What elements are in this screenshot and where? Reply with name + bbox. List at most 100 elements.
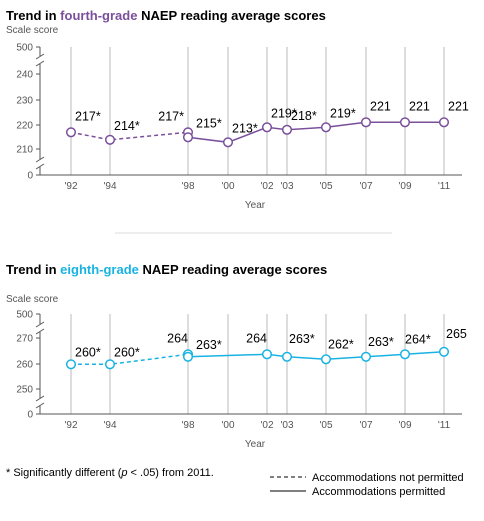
x-tick-label: '02 xyxy=(260,420,273,431)
x-tick-label: '07 xyxy=(359,181,372,192)
x-tick-label: '09 xyxy=(398,181,411,192)
data-point xyxy=(320,354,332,365)
x-axis-label: Year xyxy=(245,439,266,450)
x-tick-label: '02 xyxy=(260,181,273,192)
data-label: 263* xyxy=(368,335,394,349)
x-tick-label: '05 xyxy=(319,420,332,431)
x-tick-label: '94 xyxy=(103,420,116,431)
x-tick-label: '03 xyxy=(280,420,293,431)
data-point xyxy=(360,117,372,128)
axis-break-mark xyxy=(35,60,45,67)
chart-title-prefix: Trend in xyxy=(6,262,60,277)
y-tick-label: 220 xyxy=(16,121,33,132)
data-label: 218* xyxy=(291,109,317,123)
axis-break-mark xyxy=(35,321,45,328)
x-tick-label: '03 xyxy=(280,181,293,192)
chart-title: Trend in fourth-grade NAEP reading avera… xyxy=(6,8,326,23)
data-point xyxy=(182,351,194,362)
data-label: 217* xyxy=(75,109,101,123)
y-tick-label: 230 xyxy=(16,96,33,107)
x-tick-label: '92 xyxy=(64,420,77,431)
data-point xyxy=(222,137,234,148)
data-label: 264* xyxy=(405,332,431,346)
y-tick-label: 500 xyxy=(16,43,33,54)
data-label: 263* xyxy=(289,332,315,346)
x-tick-label: '00 xyxy=(221,420,234,431)
x-axis-label: Year xyxy=(245,200,266,211)
eighth-grade-chart: Trend in eighth-grade NAEP reading avera… xyxy=(6,262,467,450)
axis-break-mark xyxy=(35,395,45,402)
data-point xyxy=(104,359,116,370)
legend-solid-label: Accommodations permitted xyxy=(312,486,445,498)
y-tick-label: 210 xyxy=(16,145,33,156)
data-label: 219* xyxy=(271,106,297,120)
y-tick-label: 250 xyxy=(16,385,33,396)
legend-dashed-label: Accommodations not permitted xyxy=(312,472,464,484)
y-tick-label: 260 xyxy=(16,360,33,371)
axis-break-mark xyxy=(35,53,45,60)
data-label: 262* xyxy=(328,337,354,351)
axis-break-mark xyxy=(35,163,45,170)
data-label: 260* xyxy=(75,345,101,359)
data-point xyxy=(182,132,194,143)
y-tick-label: 240 xyxy=(16,70,33,81)
x-tick-label: '07 xyxy=(359,420,372,431)
y-tick-label: 500 xyxy=(16,310,33,321)
series-line-dashed xyxy=(70,131,189,141)
data-label: 264 xyxy=(167,331,188,345)
axis-break-mark xyxy=(35,402,45,409)
y-tick-label: 0 xyxy=(27,171,33,182)
x-tick-label: '05 xyxy=(319,181,332,192)
data-point xyxy=(438,117,450,128)
data-label: 264 xyxy=(246,331,267,345)
data-point xyxy=(360,351,372,362)
x-tick-label: '11 xyxy=(438,420,451,431)
chart-title-grade: fourth-grade xyxy=(60,8,137,23)
data-label: 263* xyxy=(196,338,222,352)
chart-title-suffix: NAEP reading average scores xyxy=(139,262,327,277)
y-axis-label: Scale score xyxy=(6,294,59,305)
x-tick-label: '92 xyxy=(64,181,77,192)
data-point xyxy=(65,359,77,370)
legend: Accommodations not permitted Accommodati… xyxy=(270,472,464,498)
x-tick-label: '98 xyxy=(181,181,194,192)
data-label: 221 xyxy=(448,99,469,113)
chart-title-suffix: NAEP reading average scores xyxy=(137,8,325,23)
x-tick-label: '94 xyxy=(103,181,116,192)
chart-title: Trend in eighth-grade NAEP reading avera… xyxy=(6,262,327,277)
data-point xyxy=(281,124,293,135)
data-label: 265 xyxy=(446,327,467,341)
chart-title-prefix: Trend in xyxy=(6,8,60,23)
data-point xyxy=(399,117,411,128)
data-point xyxy=(261,122,273,133)
data-label: 217* xyxy=(158,109,184,123)
x-tick-label: '09 xyxy=(398,420,411,431)
data-point xyxy=(65,127,77,138)
data-label: 221 xyxy=(370,99,391,113)
chart-title-grade: eighth-grade xyxy=(60,262,139,277)
axis-break-mark xyxy=(35,156,45,163)
y-tick-label: 270 xyxy=(16,334,33,345)
data-label: 213* xyxy=(232,121,258,135)
x-tick-label: '98 xyxy=(181,420,194,431)
footnote: * Significantly different (p < .05) from… xyxy=(6,467,214,479)
x-tick-label: '00 xyxy=(221,181,234,192)
x-tick-label: '11 xyxy=(438,181,451,192)
y-axis-label: Scale score xyxy=(6,25,59,36)
data-point xyxy=(320,122,332,133)
data-point xyxy=(399,349,411,360)
axis-break-mark xyxy=(35,328,45,335)
data-point xyxy=(104,134,116,145)
data-point xyxy=(281,351,293,362)
fourth-grade-chart: Trend in fourth-grade NAEP reading avera… xyxy=(6,8,469,211)
data-point xyxy=(438,346,450,357)
data-label: 215* xyxy=(196,116,222,130)
data-label: 221 xyxy=(409,99,430,113)
data-point xyxy=(261,349,273,360)
series-line-solid xyxy=(187,121,444,144)
data-label: 260* xyxy=(114,345,140,359)
data-label: 219* xyxy=(330,106,356,120)
y-tick-label: 0 xyxy=(27,410,33,421)
data-label: 214* xyxy=(114,119,140,133)
